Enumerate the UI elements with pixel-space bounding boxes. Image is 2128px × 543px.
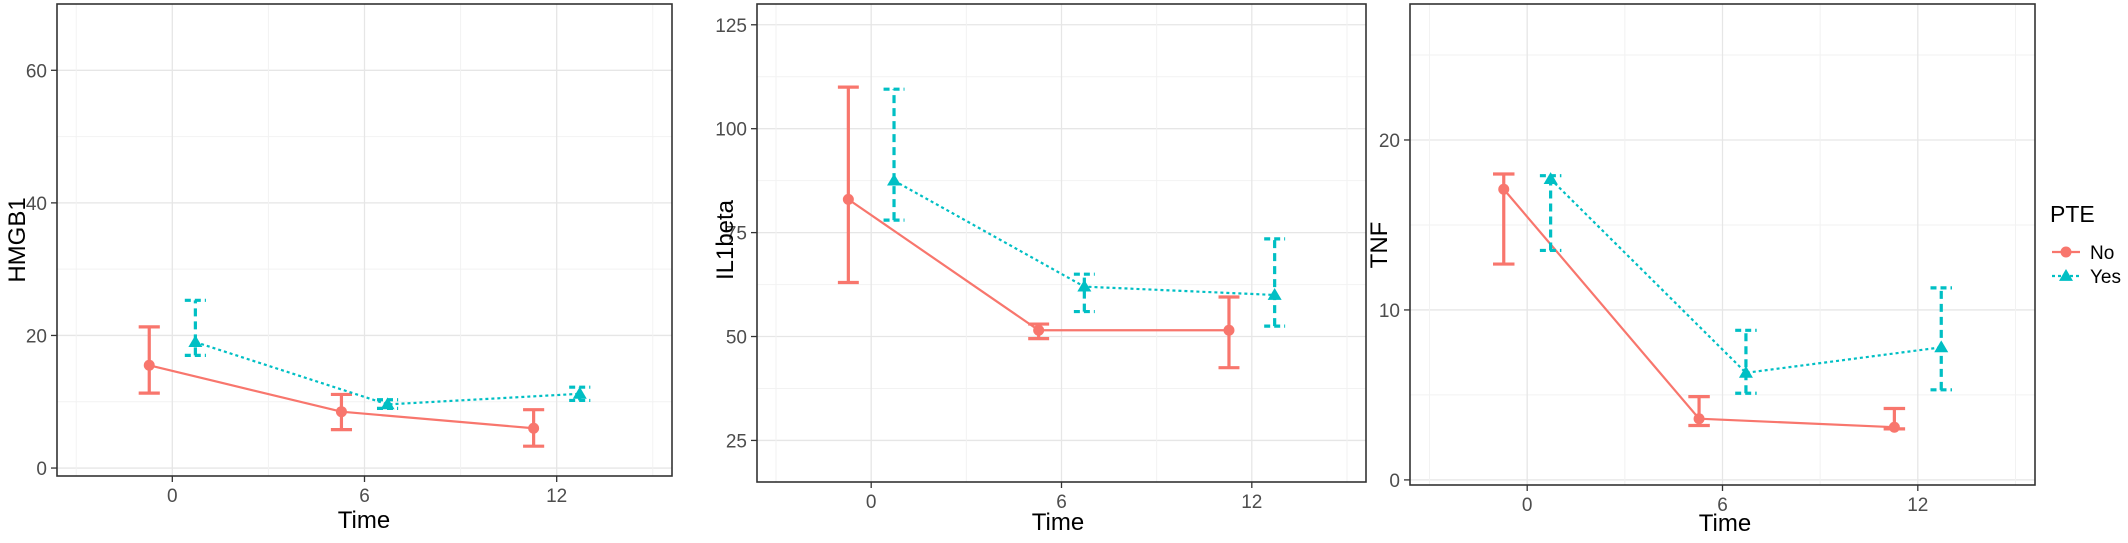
panel-tnf-y-ticks: 0 10 20 — [1379, 131, 1410, 492]
data-point — [572, 386, 587, 399]
panel-hmgb1-y-ticks: 0 20 40 60 — [26, 61, 57, 480]
data-point — [143, 359, 155, 371]
y-axis-title: IL1beta — [712, 199, 739, 280]
panel-il1beta-series — [837, 85, 1286, 370]
y-tick-label: 60 — [26, 61, 47, 82]
panel-hmgb1-grid — [57, 3, 672, 476]
data-point — [1033, 324, 1045, 336]
x-tick-label: 6 — [1056, 492, 1067, 513]
legend-title: PTE — [2050, 201, 2095, 227]
panel-tnf: 0 10 20 0 6 12 Time TNF — [1366, 3, 2036, 537]
panel-tnf-grid — [1410, 4, 2035, 485]
panel-hmgb1-x-ticks: 0 6 12 — [167, 476, 567, 507]
data-point — [188, 335, 203, 347]
series-yes — [1539, 172, 1952, 395]
panel-tnf-x-ticks: 0 6 12 — [1522, 485, 1928, 516]
y-axis-title: HMGB1 — [4, 197, 31, 282]
x-tick-label: 0 — [167, 486, 178, 507]
error-bar — [883, 87, 905, 222]
legend-label: No — [2090, 243, 2114, 264]
error-bar — [837, 85, 859, 285]
x-tick-label: 6 — [359, 486, 370, 507]
x-tick-label: 6 — [1717, 495, 1728, 516]
legend: PTE No Yes — [2050, 201, 2121, 288]
y-axis-title: TNF — [1366, 222, 1393, 269]
series-no — [837, 85, 1240, 370]
y-tick-label: 50 — [726, 328, 747, 349]
x-axis-title: Time — [338, 507, 390, 534]
x-tick-label: 0 — [866, 492, 877, 513]
y-tick-label: 75 — [726, 224, 747, 245]
error-bar — [1735, 328, 1757, 395]
y-tick-label: 125 — [715, 16, 747, 37]
legend-entries: No Yes — [2052, 243, 2121, 288]
legend-entry-yes: Yes — [2052, 267, 2121, 288]
x-axis-title: Time — [1032, 509, 1084, 536]
y-tick-label: 40 — [26, 194, 47, 215]
legend-label: Yes — [2090, 267, 2121, 288]
x-tick-label: 12 — [546, 486, 567, 507]
data-point — [1934, 340, 1949, 353]
series-line — [1549, 178, 1942, 374]
series-yes — [883, 87, 1286, 328]
legend-key-marker — [2059, 269, 2073, 281]
y-tick-label: 20 — [26, 326, 47, 347]
data-point — [1267, 287, 1282, 300]
panel-hmgb1-series — [138, 298, 591, 448]
data-point — [335, 406, 347, 418]
error-bar — [1539, 174, 1562, 253]
x-tick-label: 12 — [1907, 495, 1928, 516]
x-axis-title: Time — [1699, 510, 1751, 537]
data-point — [380, 397, 395, 410]
data-point — [842, 193, 854, 205]
x-tick-label: 12 — [1241, 492, 1262, 513]
error-bar — [1930, 286, 1952, 392]
data-point — [1738, 365, 1753, 378]
data-point — [1498, 183, 1510, 195]
legend-key-marker — [2060, 246, 2072, 258]
panel-il1beta-grid — [757, 4, 1366, 482]
data-point — [1077, 279, 1092, 292]
y-tick-label: 100 — [715, 120, 747, 141]
y-tick-label: 10 — [1379, 301, 1400, 322]
data-point — [1888, 421, 1900, 433]
error-bar — [1264, 237, 1286, 328]
y-tick-label: 20 — [1379, 131, 1400, 152]
legend-entry-no: No — [2052, 243, 2114, 264]
panel-il1beta: 25 50 75 100 125 0 6 12 Time IL1beta — [712, 3, 1367, 536]
y-tick-label: 25 — [726, 431, 747, 452]
panel-tnf-series — [1493, 172, 1952, 433]
panel-hmgb1: 0 20 40 60 0 6 12 Time HMGB1 — [4, 3, 673, 534]
data-point — [528, 422, 540, 434]
error-bar — [184, 298, 206, 357]
y-tick-label: 0 — [1389, 471, 1400, 492]
y-tick-label: 0 — [36, 459, 47, 480]
data-point — [1693, 413, 1705, 425]
data-point — [1223, 324, 1235, 336]
series-line — [847, 198, 1229, 332]
series-no — [1493, 172, 1906, 433]
panel-il1beta-x-ticks: 0 6 12 — [866, 482, 1262, 513]
series-line — [195, 341, 580, 406]
panel-il1beta-y-ticks: 25 50 75 100 125 — [715, 16, 757, 452]
series-no — [138, 325, 545, 448]
data-point — [1543, 172, 1558, 184]
data-point — [887, 173, 902, 186]
x-tick-label: 0 — [1522, 495, 1533, 516]
series-yes — [184, 298, 591, 410]
